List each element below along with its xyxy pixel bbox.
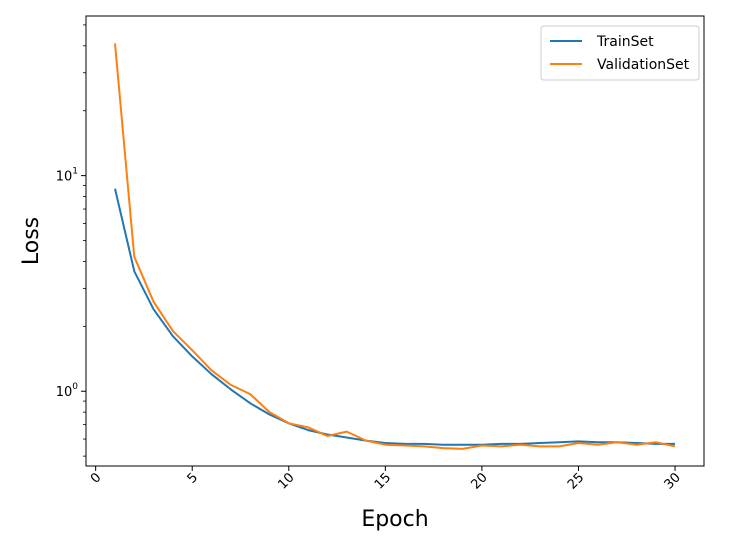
y-tick-label: 101 [56, 167, 78, 185]
legend-label-trainset: TrainSet [596, 34, 654, 50]
x-tick-label: 5 [185, 470, 201, 486]
series-line-validationset [114, 43, 676, 450]
x-tick-label: 25 [565, 470, 587, 492]
x-tick-label: 0 [88, 470, 104, 486]
y-tick-label: 100 [56, 382, 79, 400]
plot-frame [85, 15, 705, 467]
x-axis-title: Epoch [361, 507, 428, 532]
x-tick-label: 20 [468, 470, 490, 492]
x-tick-label: 30 [662, 470, 684, 492]
legend-box [540, 25, 700, 81]
series-line-trainset [114, 188, 675, 446]
legend-label-validationset: ValidationSet [597, 57, 690, 73]
y-axis-title: Loss [19, 217, 44, 265]
x-tick-label: 10 [275, 470, 297, 492]
legend: TrainSet ValidationSet [540, 25, 700, 81]
x-tick-label: 15 [372, 470, 394, 492]
